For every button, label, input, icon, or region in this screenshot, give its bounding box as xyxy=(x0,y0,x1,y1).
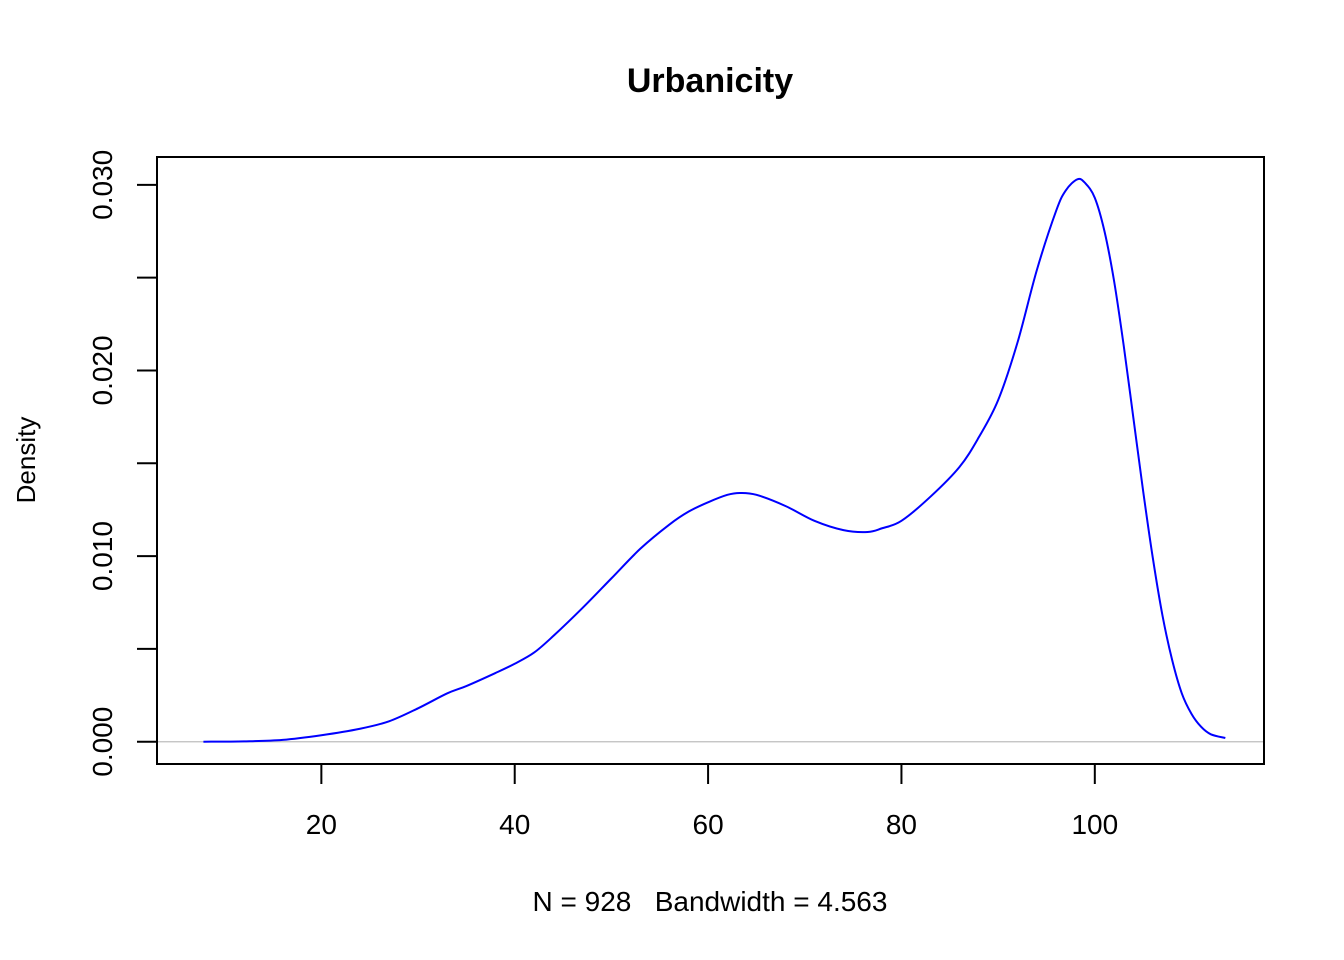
y-axis: 0.000 0.010 0.020 0.030 xyxy=(87,150,158,777)
y-tick-label: 0.000 xyxy=(87,707,118,777)
chart-title: Urbanicity xyxy=(627,62,793,100)
density-curve xyxy=(203,177,1226,743)
x-axis: 20 40 60 80 100 xyxy=(306,763,1118,840)
x-tick-label: 60 xyxy=(693,809,724,840)
y-tick-label: 0.020 xyxy=(87,335,118,405)
y-tick-label: 0.030 xyxy=(87,150,118,220)
plot-frame xyxy=(156,156,1265,765)
x-tick-label: 20 xyxy=(306,809,337,840)
x-tick-label: 80 xyxy=(886,809,917,840)
x-axis-label: N = 928 Bandwidth = 4.563 xyxy=(533,886,888,917)
x-tick-label: 40 xyxy=(499,809,530,840)
y-axis-label: Density xyxy=(11,417,41,504)
y-tick-label: 0.010 xyxy=(87,521,118,591)
x-tick-label: 100 xyxy=(1071,809,1118,840)
